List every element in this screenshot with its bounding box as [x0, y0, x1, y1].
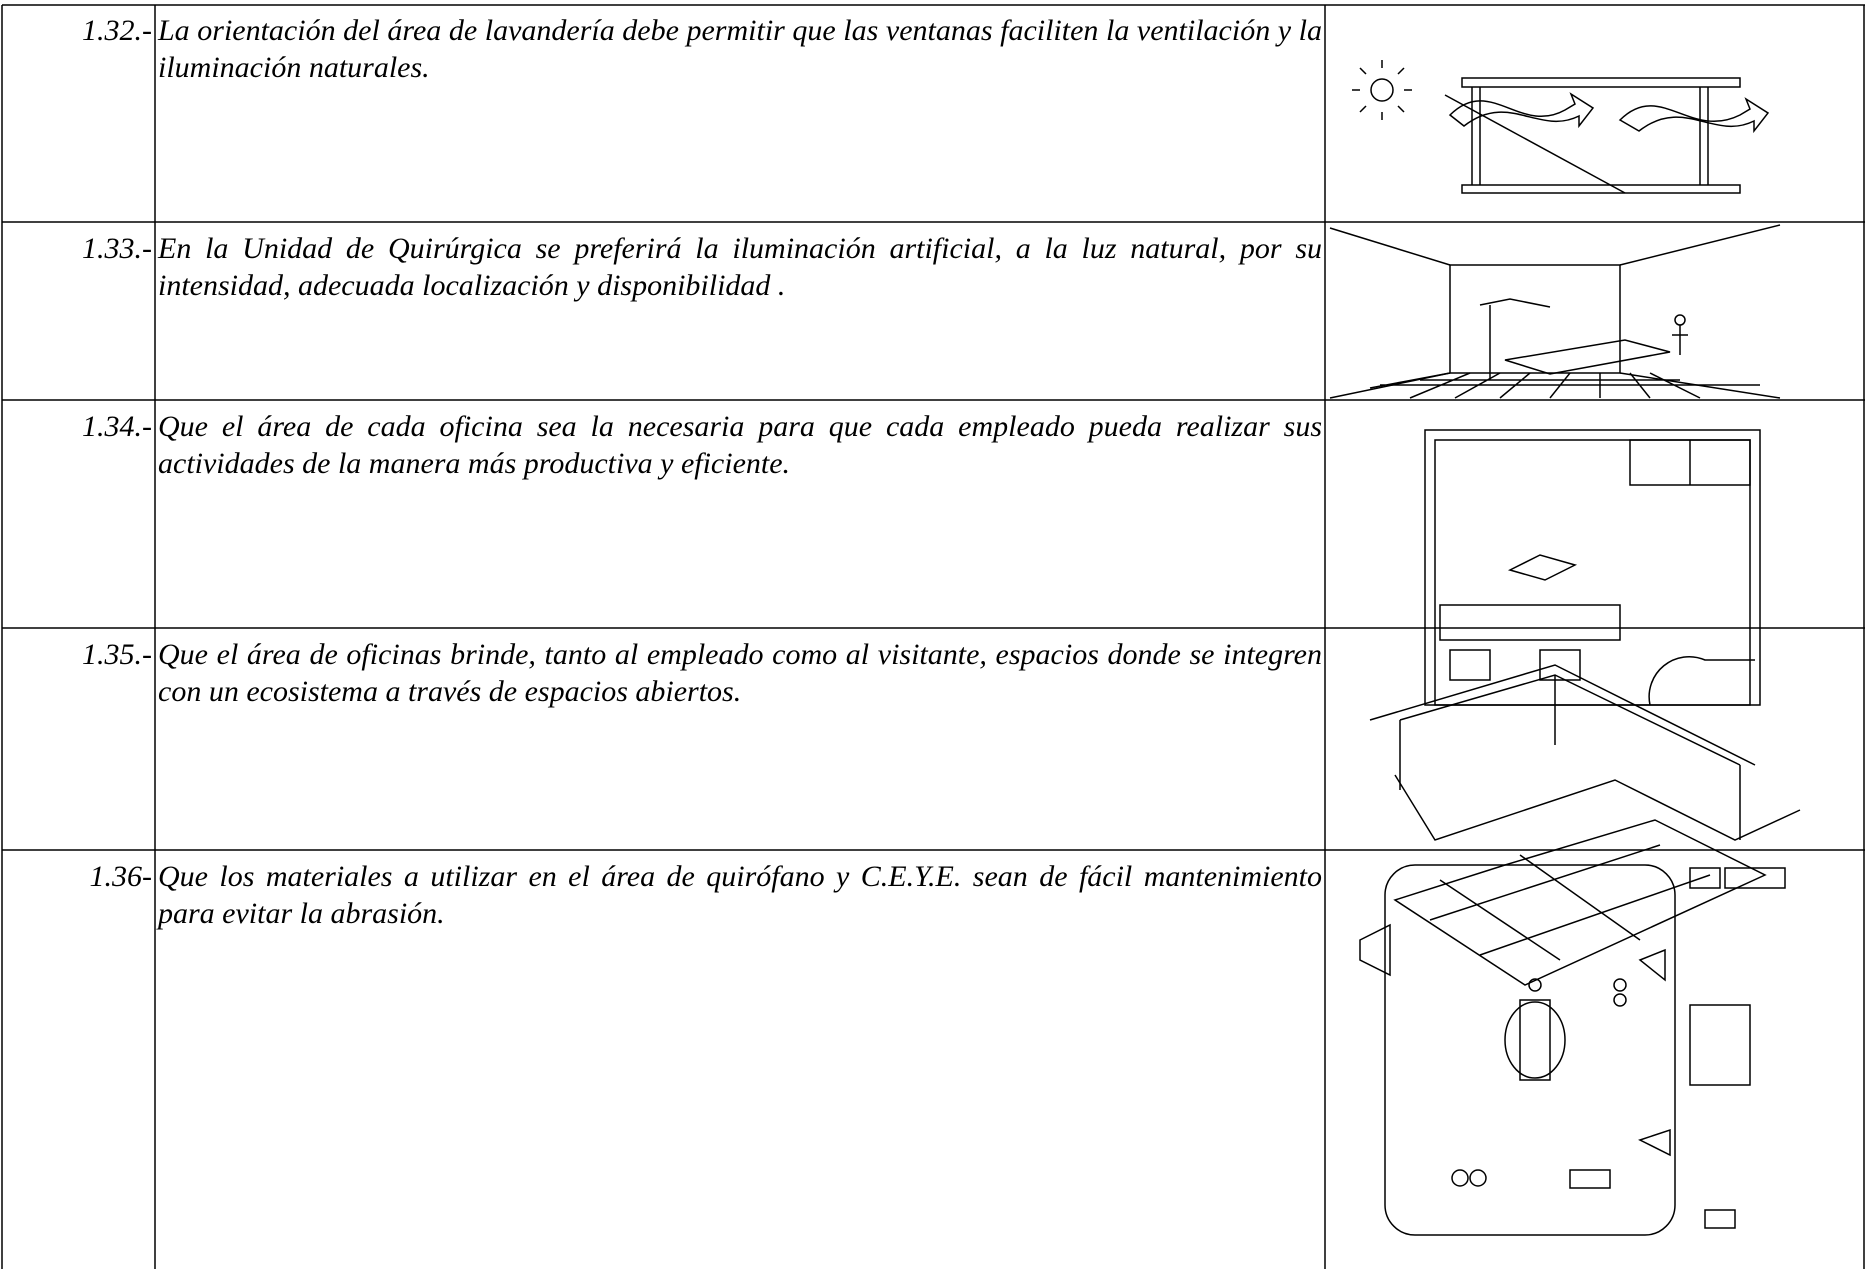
item-number: 1.36- [89, 860, 153, 893]
item-text: En la Unidad de Quirúrgica se preferirá … [158, 232, 1322, 302]
office-isometric-drawing [1369, 664, 1801, 986]
item-text: La orientación del área de lavandería de… [158, 14, 1322, 84]
item-number: 1.35.- [82, 638, 152, 671]
ventilation-drawing [1352, 60, 1770, 194]
borders [1, 4, 1865, 1269]
item-number: 1.32.- [82, 14, 152, 47]
surgery-plan-drawing [1359, 864, 1786, 1236]
item-number: 1.33.- [82, 232, 152, 265]
item-text: Que el área de cada oficina sea la neces… [158, 410, 1322, 480]
operating-room-drawing [1329, 224, 1781, 399]
item-text: Que el área de oficinas brinde, tanto al… [158, 638, 1322, 708]
item-text: Que los materiales a utilizar en el área… [158, 860, 1322, 930]
office-plan-drawing [1424, 429, 1761, 706]
item-number: 1.34.- [82, 410, 152, 443]
